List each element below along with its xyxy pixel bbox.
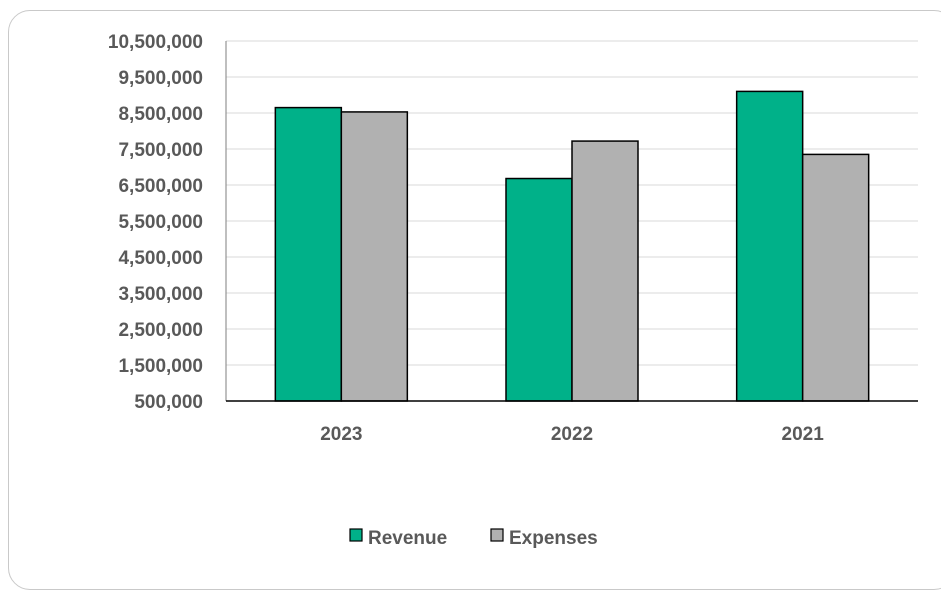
bar-revenue-2021 (735, 90, 804, 402)
legend-swatch-revenue (349, 528, 363, 542)
x-category-label: 2021 (782, 424, 825, 445)
bar-revenue-2023 (274, 106, 343, 402)
bar-chart: 10,500,000 9,500,000 8,500,000 7,500,000 6,5… (108, 32, 918, 549)
y-tick-label: 5,500,000 (118, 212, 203, 233)
bar-expenses-2021 (801, 153, 870, 402)
y-tick-label: 7,500,000 (118, 140, 203, 161)
y-tick-label: 1,500,000 (118, 356, 203, 377)
y-axis-tick-labels: 10,500,000 9,500,000 8,500,000 7,500,000 6,5… (108, 32, 203, 413)
bar-expenses-2022 (571, 140, 639, 402)
x-category-label: 2023 (320, 424, 362, 445)
bar-revenue-2022 (505, 177, 573, 402)
x-axis-category-labels: 2023 2022 2021 (320, 424, 824, 445)
legend-swatch-expenses (490, 528, 504, 542)
y-tick-label: 500,000 (134, 392, 203, 413)
y-tick-label: 8,500,000 (118, 104, 203, 125)
axes (225, 41, 918, 402)
y-tick-label: 2,500,000 (118, 320, 203, 341)
bar-expenses-2023 (340, 111, 409, 402)
bars (274, 90, 870, 402)
y-tick-label: 3,500,000 (118, 284, 203, 305)
legend: Revenue Expenses (349, 528, 598, 549)
y-tick-label: 10,500,000 (108, 32, 203, 53)
y-tick-label: 4,500,000 (118, 248, 203, 269)
legend-label-expenses: Expenses (509, 528, 598, 549)
y-tick-label: 6,500,000 (118, 176, 203, 197)
legend-label-revenue: Revenue (368, 528, 447, 549)
x-category-label: 2022 (551, 424, 593, 445)
y-tick-label: 9,500,000 (118, 68, 203, 89)
